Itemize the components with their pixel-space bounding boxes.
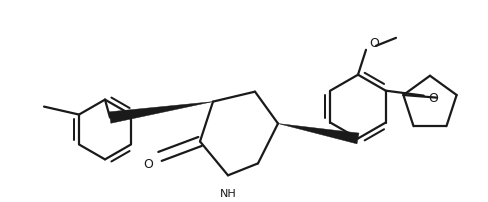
Text: NH: NH <box>220 189 236 199</box>
Polygon shape <box>278 124 359 144</box>
Text: O: O <box>143 158 153 171</box>
Text: O: O <box>369 37 379 50</box>
Polygon shape <box>109 102 213 123</box>
Text: O: O <box>428 92 438 105</box>
